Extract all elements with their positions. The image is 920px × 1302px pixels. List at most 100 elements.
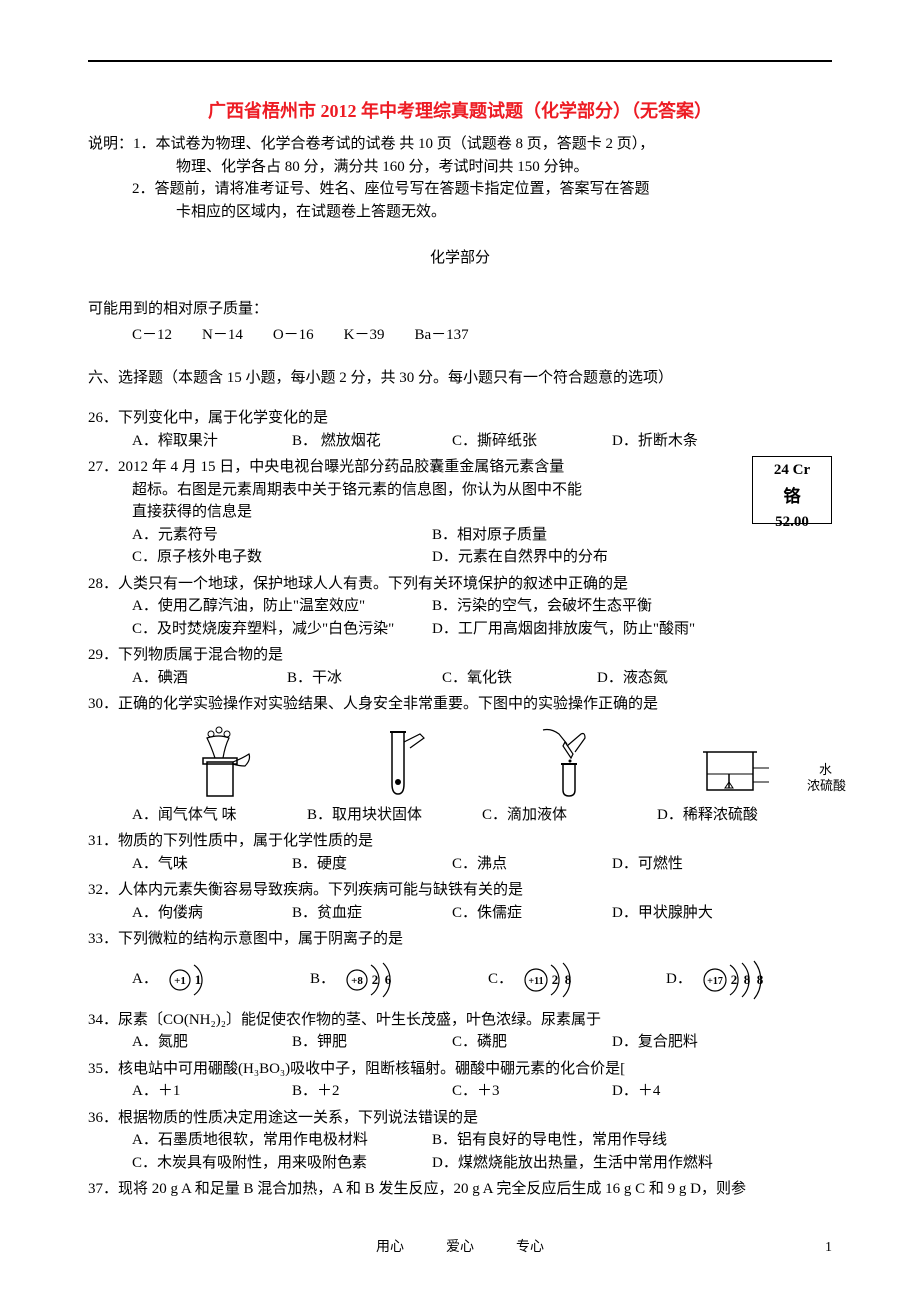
q30-opt-c: C．滴加液体 <box>482 804 657 827</box>
q31-stem: 物质的下列性质中，属于化学性质的是 <box>118 830 832 853</box>
q32-opt-d: D．甲状腺肿大 <box>612 902 772 925</box>
q33-opt-a-group: A． +1 1 <box>132 957 300 1003</box>
q33-num: 33． <box>88 928 118 951</box>
q28-opt-d: D．工厂用高烟囱排放废气，防止"酸雨" <box>432 618 695 641</box>
q28-opt-a: A．使用乙醇汽油，防止"温室效应" <box>132 595 432 618</box>
q36-opt-b: B．铝有良好的导电性，常用作导线 <box>432 1129 667 1152</box>
q28-opt-c: C．及时焚烧废弃塑料，减少"白色污染" <box>132 618 432 641</box>
instructions-block: 说明： 1．本试卷为物理、化学合卷考试的试卷 共 10 页（试题卷 8 页，答题… <box>88 133 832 223</box>
q32-opt-c: C．侏儒症 <box>452 902 612 925</box>
atomic-mass-label: 可能用到的相对原子质量： <box>88 298 832 321</box>
q30-acid-label: 浓硫酸 <box>807 776 846 796</box>
q30-opt-a: A．闻气体气 味 <box>132 804 307 827</box>
q34-opt-d: D．复合肥料 <box>612 1031 772 1054</box>
q36-num: 36． <box>88 1107 118 1130</box>
q35-opt-d: D．＋4 <box>612 1080 772 1103</box>
chemistry-part-label: 化学部分 <box>88 247 832 270</box>
q27-opt-a: A．元素符号 <box>132 524 432 547</box>
q35-stem: 核电站中可用硼酸(H₃BO₃)吸收中子，阻断核辐射。硼酸中硼元素的化合价是[ <box>118 1058 832 1081</box>
question-31: 31． 物质的下列性质中，属于化学性质的是 A．气味 B．硬度 C．沸点 D．可… <box>88 830 832 875</box>
q35-opt-b: B．＋2 <box>292 1080 452 1103</box>
atom-diagram-d: +17 2 8 8 <box>698 957 778 1003</box>
q27-line-1: 2012 年 4 月 15 日，中央电视台曝光部分药品胶囊重金属铬元素含量 <box>118 456 744 479</box>
q27-opt-d: D．元素在自然界中的分布 <box>432 546 608 569</box>
q31-opt-c: C．沸点 <box>452 853 612 876</box>
q37-stem: 现将 20 g A 和足量 B 混合加热，A 和 B 发生反应，20 g A 完… <box>118 1178 832 1201</box>
q28-stem: 人类只有一个地球，保护地球人人有责。下列有关环境保护的叙述中正确的是 <box>118 573 832 596</box>
atom-diagram-c: +11 2 8 <box>519 957 585 1003</box>
q37-num: 37． <box>88 1178 118 1201</box>
q27-opt-b: B．相对原子质量 <box>432 524 547 547</box>
q36-opt-a: A．石墨质地很软，常用作电极材料 <box>132 1129 432 1152</box>
q30-num: 30． <box>88 693 118 716</box>
q30-opt-b: B．取用块状固体 <box>307 804 482 827</box>
q33-opt-c-group: C． +11 2 8 <box>488 957 656 1003</box>
instruction-1-line-2: 物理、化学各占 80 分，满分共 160 分，考试时间共 150 分钟。 <box>176 156 832 179</box>
svg-text:8: 8 <box>744 972 751 987</box>
svg-text:2: 2 <box>731 972 738 987</box>
q31-opt-a: A．气味 <box>132 853 292 876</box>
q26-opt-d: D．折断木条 <box>612 430 772 453</box>
q34-opt-b: B．钾肥 <box>292 1031 452 1054</box>
svg-text:8: 8 <box>565 972 572 987</box>
footer-text: 用心 爱心 专心 <box>376 1240 544 1255</box>
question-37: 37． 现将 20 g A 和足量 B 混合加热，A 和 B 发生反应，20 g… <box>88 1178 832 1201</box>
top-rule <box>88 60 832 62</box>
q32-opt-a: A．佝偻病 <box>132 902 292 925</box>
q29-num: 29． <box>88 644 118 667</box>
svg-text:6: 6 <box>385 972 392 987</box>
element-mass: 52.00 <box>757 511 827 534</box>
question-27: 27． 2012 年 4 月 15 日，中央电视台曝光部分药品胶囊重金属铬元素含… <box>88 456 832 569</box>
q26-stem: 下列变化中，属于化学变化的是 <box>118 407 832 430</box>
q32-opt-b: B．贫血症 <box>292 902 452 925</box>
q31-opt-d: D．可燃性 <box>612 853 772 876</box>
page-number: 1 <box>825 1237 832 1258</box>
title-text: 广西省梧州市 2012 年中考理综真题试题（化学部分）（无答案） <box>208 101 712 121</box>
svg-text:+1: +1 <box>174 975 186 987</box>
page-footer: 用心 爱心 专心 1 <box>88 1237 832 1258</box>
q33-opt-a: A． <box>132 968 158 991</box>
svg-text:+17: +17 <box>707 976 723 987</box>
svg-text:2: 2 <box>552 972 559 987</box>
instructions-label: 说明： <box>88 133 133 156</box>
q34-opt-a: A．氮肥 <box>132 1031 292 1054</box>
q35-opt-a: A．＋1 <box>132 1080 292 1103</box>
q36-opt-d: D．煤燃烧能放出热量，生活中常用作燃料 <box>432 1152 713 1175</box>
q36-opt-c: C．木炭具有吸附性，用来吸附色素 <box>132 1152 432 1175</box>
svg-text:+11: +11 <box>528 976 543 987</box>
q26-opt-a: A．榨取果汁 <box>132 430 292 453</box>
q30-img-d: 水 浓硫酸 <box>657 724 832 800</box>
question-30: 30． 正确的化学实验操作对实验结果、人身安全非常重要。下图中的实验操作正确的是 <box>88 693 832 826</box>
svg-text:1: 1 <box>195 972 202 987</box>
q29-opt-d: D．液态氮 <box>597 667 752 690</box>
q28-opt-b: B．污染的空气，会破坏生态平衡 <box>432 595 652 618</box>
q36-stem: 根据物质的性质决定用途这一关系，下列说法错误的是 <box>118 1107 832 1130</box>
q29-opt-a: A．碘酒 <box>132 667 287 690</box>
atomic-mass-values: C－12 N－14 O－16 K－39 Ba－137 <box>132 324 832 347</box>
question-34: 34． 尿素〔CO(NH₂)₂〕能促使农作物的茎、叶生长茂盛，叶色浓绿。尿素属于… <box>88 1009 832 1054</box>
question-35: 35． 核电站中可用硼酸(H₃BO₃)吸收中子，阻断核辐射。硼酸中硼元素的化合价… <box>88 1058 832 1103</box>
q33-opt-d: D． <box>666 968 692 991</box>
q31-num: 31． <box>88 830 118 853</box>
q29-opt-c: C．氧化铁 <box>442 667 597 690</box>
instruction-2-line-1: 2．答题前，请将准考证号、姓名、座位号写在答题卡指定位置，答案写在答题 <box>132 178 832 201</box>
element-name-cn: 铬 <box>757 484 827 510</box>
q30-stem: 正确的化学实验操作对实验结果、人身安全非常重要。下图中的实验操作正确的是 <box>118 693 832 716</box>
element-number-symbol: 24 Cr <box>757 459 827 482</box>
q35-num: 35． <box>88 1058 118 1081</box>
q29-opt-b: B．干冰 <box>287 667 442 690</box>
instruction-2-line-2: 卡相应的区域内，在试题卷上答题无效。 <box>176 201 832 224</box>
q26-num: 26． <box>88 407 118 430</box>
question-26: 26． 下列变化中，属于化学变化的是 A．榨取果汁 B． 燃放烟花 C．撕碎纸张… <box>88 407 832 452</box>
q33-opt-c: C． <box>488 968 513 991</box>
q29-stem: 下列物质属于混合物的是 <box>118 644 832 667</box>
question-29: 29． 下列物质属于混合物的是 A．碘酒 B．干冰 C．氧化铁 D．液态氮 <box>88 644 832 689</box>
page-title: 广西省梧州市 2012 年中考理综真题试题（化学部分）（无答案） <box>88 98 832 125</box>
section-six-heading: 六、选择题（本题含 15 小题，每小题 2 分，共 30 分。每小题只有一个符合… <box>88 367 832 390</box>
atom-diagram-b: +8 2 6 <box>341 957 403 1003</box>
q34-stem: 尿素〔CO(NH₂)₂〕能促使农作物的茎、叶生长茂盛，叶色浓绿。尿素属于 <box>118 1009 832 1032</box>
q33-opt-b: B． <box>310 968 335 991</box>
q32-num: 32． <box>88 879 118 902</box>
atom-diagram-a: +1 1 <box>164 957 214 1003</box>
q35-opt-c: C．＋3 <box>452 1080 612 1103</box>
